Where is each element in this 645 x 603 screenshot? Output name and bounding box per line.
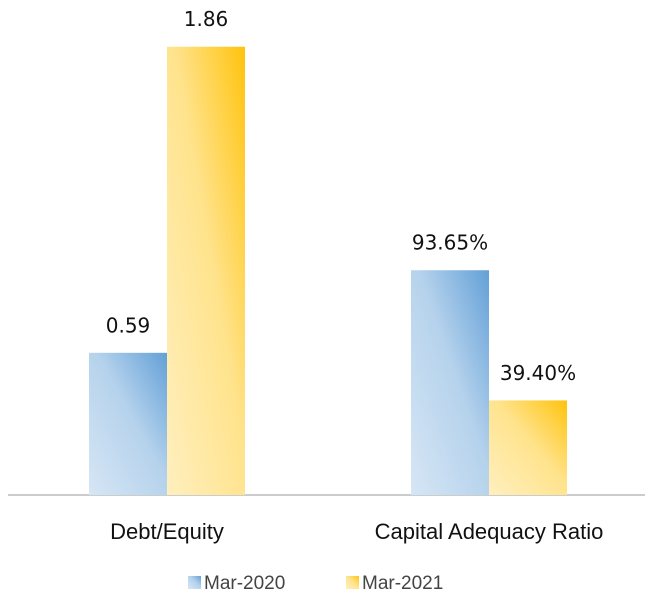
value-label: 93.65%: [412, 231, 488, 255]
bar: [89, 352, 167, 495]
value-label: 0.59: [106, 313, 151, 337]
legend-label: Mar-2020: [204, 573, 285, 594]
legend-label: Mar-2021: [362, 573, 443, 594]
legend-swatch: [188, 576, 201, 589]
bar: [411, 270, 489, 495]
value-label: 1.86: [184, 7, 229, 31]
bar: [167, 46, 245, 496]
bar: [489, 400, 567, 495]
legend-swatch: [346, 576, 359, 589]
x-tick-label: Capital Adequacy Ratio: [375, 519, 604, 544]
x-tick-label: Debt/Equity: [110, 519, 224, 544]
value-label: 39.40%: [500, 361, 576, 385]
